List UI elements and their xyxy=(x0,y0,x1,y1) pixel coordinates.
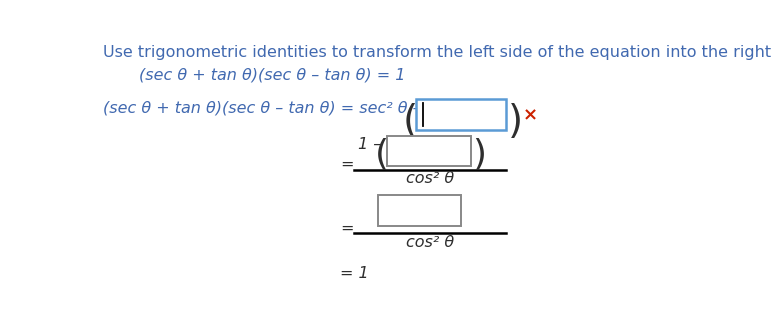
Text: (sec θ + tan θ)(sec θ – tan θ) = sec² θ –: (sec θ + tan θ)(sec θ – tan θ) = sec² θ … xyxy=(103,100,420,115)
Text: (: ( xyxy=(375,138,389,172)
Bar xyxy=(378,195,461,226)
Text: 1 –: 1 – xyxy=(359,137,382,152)
Text: cos² θ: cos² θ xyxy=(406,171,454,186)
Text: (sec θ + tan θ)(sec θ – tan θ) = 1: (sec θ + tan θ)(sec θ – tan θ) = 1 xyxy=(139,68,406,83)
Text: ): ) xyxy=(508,102,523,140)
Text: Use trigonometric identities to transform the left side of the equation into the: Use trigonometric identities to transfor… xyxy=(103,45,771,60)
Text: (: ( xyxy=(402,102,418,140)
Text: = 1: = 1 xyxy=(341,266,369,281)
Text: cos² θ: cos² θ xyxy=(406,235,454,250)
Bar xyxy=(387,136,471,166)
Text: ): ) xyxy=(473,138,487,172)
Text: =: = xyxy=(341,221,354,236)
Text: =: = xyxy=(341,157,354,172)
Text: ×: × xyxy=(523,106,537,124)
Bar xyxy=(416,99,506,129)
